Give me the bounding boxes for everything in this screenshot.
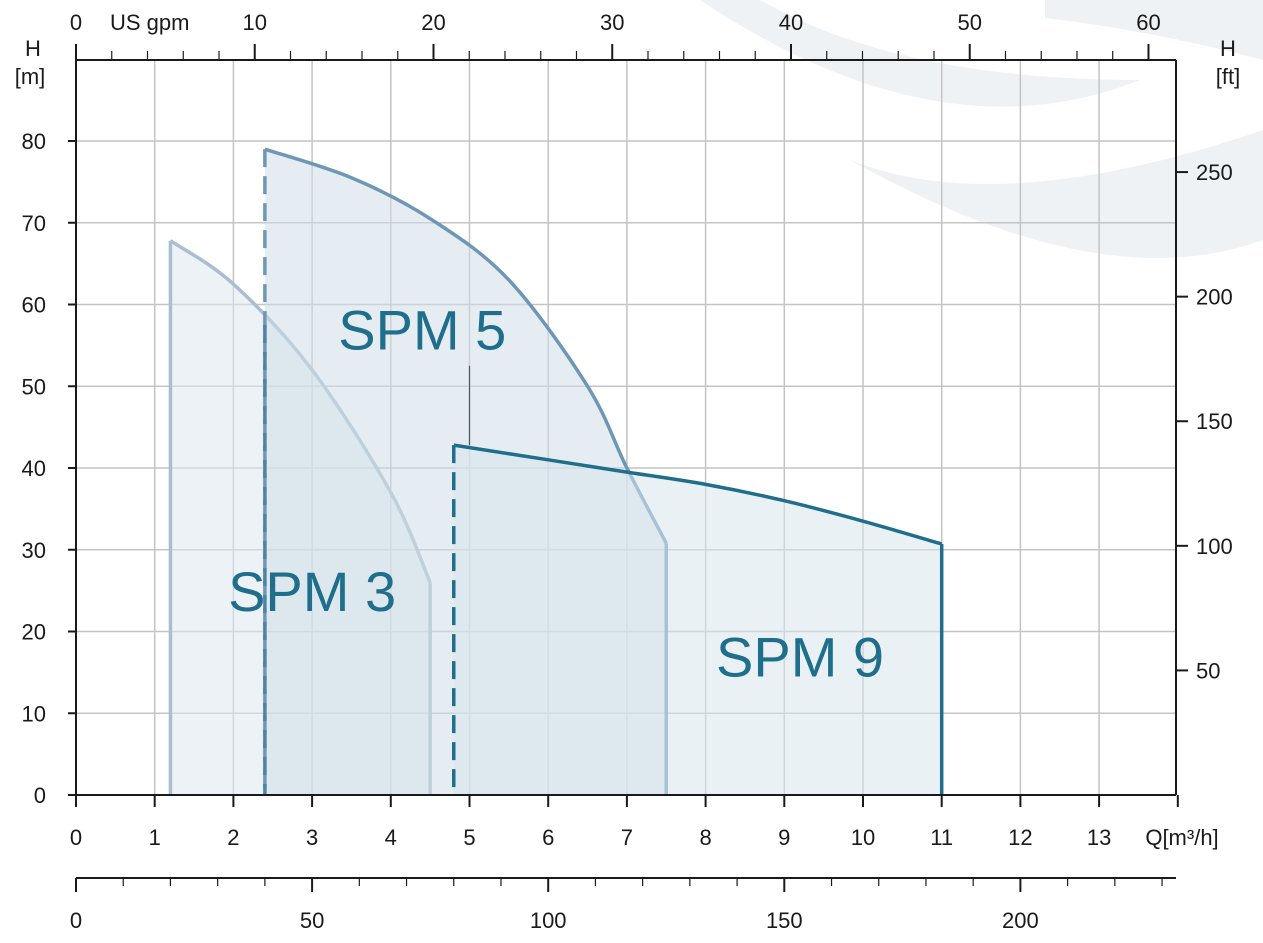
y2-axis-unit: [ft] [1216, 64, 1240, 89]
series-labels: SPM 3 SPM 5 SPM 9 [228, 298, 884, 688]
top-tick-label: 20 [421, 10, 445, 35]
top-tick-label: 60 [1136, 10, 1160, 35]
x-tick-label: 0 [70, 825, 82, 850]
series-label: SPM 3 [228, 560, 396, 623]
bottom2-tick-label: 50 [300, 908, 324, 933]
series-curve [264, 147, 668, 545]
series-label: SPM 9 [716, 625, 884, 688]
x-tick-label: 3 [306, 825, 318, 850]
series-areas [168, 147, 944, 796]
x-tick-label: 1 [149, 825, 161, 850]
x-tick-label: 2 [227, 825, 239, 850]
x-tick-label: 7 [621, 825, 633, 850]
series-area [453, 445, 942, 795]
x-tick-label: 12 [1008, 825, 1032, 850]
x-axis-title: Q[m³/h] [1145, 825, 1218, 850]
y2-tick-label: 250 [1196, 160, 1233, 185]
top-tick-label: 30 [600, 10, 624, 35]
y2-tick-label: 50 [1196, 658, 1220, 683]
watermark-arc-1 [700, 0, 1140, 107]
y-tick-label: 60 [22, 293, 46, 318]
top-tick-label: 40 [779, 10, 803, 35]
y-tick-label: 10 [22, 701, 46, 726]
y-tick-label: 0 [34, 783, 46, 808]
x-tick-label: 5 [463, 825, 475, 850]
x-tick-label: 9 [778, 825, 790, 850]
bottom2-tick-label: 200 [1002, 908, 1039, 933]
x-tick-label: 4 [385, 825, 397, 850]
series-curve [453, 443, 943, 546]
x-tick-label: 10 [851, 825, 875, 850]
background-watermark [700, 0, 1263, 258]
y-tick-label: 30 [22, 538, 46, 563]
bottom2-tick-label: 0 [70, 908, 82, 933]
y-axis-unit: [m] [15, 64, 46, 89]
y-tick-label: 50 [22, 374, 46, 399]
top-tick-label: 50 [957, 10, 981, 35]
series-label: SPM 5 [338, 298, 506, 361]
y2-tick-label: 150 [1196, 409, 1233, 434]
bottom2-tick-label: 150 [766, 908, 803, 933]
y-tick-label: 20 [22, 620, 46, 645]
y-tick-label: 80 [22, 129, 46, 154]
y-axis-title: H [25, 36, 41, 61]
x-tick-label: 6 [542, 825, 554, 850]
y2-tick-label: 200 [1196, 285, 1233, 310]
top-tick-label: 0 [70, 10, 82, 35]
y-tick-label: 70 [22, 211, 46, 236]
bottom2-tick-label: 100 [530, 908, 567, 933]
y2-axis-title: H [1220, 36, 1236, 61]
top-tick-label: 10 [243, 10, 267, 35]
labels: H [m] H [ft] US gpm Q[m³/h] [15, 10, 1241, 850]
x-tick-label: 8 [699, 825, 711, 850]
y-tick-label: 40 [22, 456, 46, 481]
x-tick-label: 13 [1087, 825, 1111, 850]
y2-tick-label: 100 [1196, 534, 1233, 559]
x-tick-label: 11 [930, 825, 953, 850]
top-axis-title: US gpm [110, 10, 189, 35]
watermark-arc-2 [850, 130, 1263, 258]
watermark-arc-3 [1045, 0, 1263, 60]
